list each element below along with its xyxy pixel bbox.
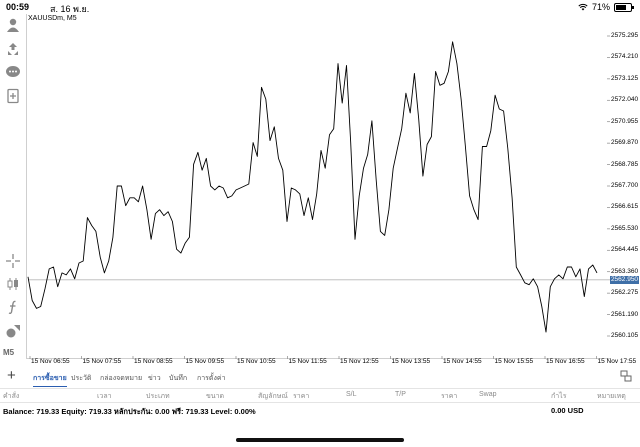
trader-icon[interactable] [4, 16, 22, 34]
battery-percent: 71% [591, 2, 610, 12]
time-tick-label: 15 Nov 15:55 [494, 358, 534, 365]
window-toggle-icon[interactable] [620, 370, 632, 382]
col-swap[interactable]: Swap [479, 391, 497, 398]
tab-settings[interactable]: การตั้งค่า [197, 375, 226, 382]
wifi-icon [578, 3, 588, 11]
home-indicator[interactable] [236, 438, 404, 442]
tab-mailbox[interactable]: กล่องจดหมาย [100, 375, 143, 382]
status-time: 00:59 [6, 2, 30, 12]
price-tick-label: 2564.445 [611, 246, 639, 254]
time-tick-label: 15 Nov 16:55 [546, 358, 585, 365]
time-tick-label: 15 Nov 09:55 [185, 358, 225, 365]
col-type[interactable]: ประเภท [146, 393, 170, 400]
time-tick-label: 15 Nov 13:55 [391, 358, 431, 365]
chart-area[interactable] [26, 14, 611, 359]
function-icon[interactable] [4, 298, 22, 316]
account-summary: Balance: 719.33 Equity: 719.33 หลักประกั… [3, 407, 256, 416]
total-profit: 0.00 USD [551, 406, 584, 415]
col-volume[interactable]: ขนาด [206, 393, 225, 400]
col-sl[interactable]: S/L [346, 391, 357, 398]
price-tick-label: 2560.105 [611, 332, 639, 339]
price-tick-label: 2575.295 [611, 32, 639, 39]
status-date: ส. 16 พ.ย. [50, 4, 90, 14]
price-tick-label: 2572.040 [611, 96, 639, 104]
left-toolbar: M5 [0, 14, 26, 366]
tab-news[interactable]: ข่าว [148, 375, 161, 382]
timeframe-label[interactable]: M5 [3, 348, 15, 357]
time-tick-label: 15 Nov 14:55 [443, 358, 482, 365]
objects-icon[interactable] [4, 322, 22, 340]
tab-journal[interactable]: บันทึก [169, 375, 188, 382]
orders-table-header: คำสั่ง เวลา ประเภท ขนาด สัญลักษณ์ ราคา S… [0, 388, 640, 401]
time-tick-label: 15 Nov 08:55 [134, 358, 173, 365]
price-tick-label: 2569.870 [611, 139, 639, 147]
candles-icon[interactable] [4, 275, 22, 293]
price-tick-label: 2570.955 [611, 117, 639, 125]
tab-trade[interactable]: การซื้อขาย [33, 375, 67, 387]
crosshair-icon[interactable] [4, 252, 22, 270]
col-current-price[interactable]: ราคา [441, 393, 458, 400]
col-price[interactable]: ราคา [293, 393, 310, 400]
price-series-line [27, 41, 598, 333]
time-tick-label: 15 Nov 07:55 [82, 358, 122, 365]
price-tick-label: 2568.785 [611, 160, 639, 168]
battery-icon [614, 2, 634, 12]
price-tick-label: 2563.360 [611, 267, 639, 275]
price-tick-label: 2567.700 [611, 182, 639, 189]
terminal-tabbar: + การซื้อขาย ประวัติ กล่องจดหมาย ข่าว บั… [0, 367, 640, 387]
col-profit[interactable]: กำไร [551, 393, 567, 400]
time-tick-label: 15 Nov 11:55 [288, 358, 327, 365]
col-time[interactable]: เวลา [97, 393, 112, 400]
time-tick-label: 15 Nov 12:55 [340, 358, 379, 365]
col-order[interactable]: คำสั่ง [3, 393, 20, 400]
col-tp[interactable]: T/P [395, 391, 406, 398]
time-tick-label: 15 Nov 06:55 [31, 358, 70, 365]
current-price-tag: 2562.950 [610, 275, 639, 284]
buy-sell-icon[interactable] [4, 40, 22, 58]
price-tick-label: 2573.125 [611, 74, 639, 82]
price-tick-label: 2574.210 [611, 53, 639, 61]
time-tick-label: 15 Nov 17:55 [597, 358, 637, 365]
tab-history[interactable]: ประวัติ [71, 375, 92, 382]
price-tick-label: 2565.530 [611, 224, 639, 232]
status-indicators: 71% [578, 2, 634, 12]
battery-level [616, 4, 626, 10]
chat-icon[interactable] [4, 63, 22, 81]
chart-symbol: XAUUSDm, M5 [28, 15, 77, 22]
price-tick-label: 2562.275 [611, 289, 639, 297]
price-tick-label: 2566.615 [611, 203, 639, 211]
new-order-icon[interactable] [4, 87, 22, 105]
price-tick-label: 2561.190 [611, 310, 639, 318]
col-symbol[interactable]: สัญลักษณ์ [258, 393, 288, 400]
time-tick-label: 15 Nov 10:55 [237, 358, 276, 365]
add-icon[interactable]: + [7, 367, 16, 384]
col-comment[interactable]: หมายเหตุ [597, 393, 626, 400]
status-bar: 00:59 ส. 16 พ.ย. 71% [0, 0, 640, 14]
balance-row: Balance: 719.33 Equity: 719.33 หลักประกั… [0, 402, 640, 417]
